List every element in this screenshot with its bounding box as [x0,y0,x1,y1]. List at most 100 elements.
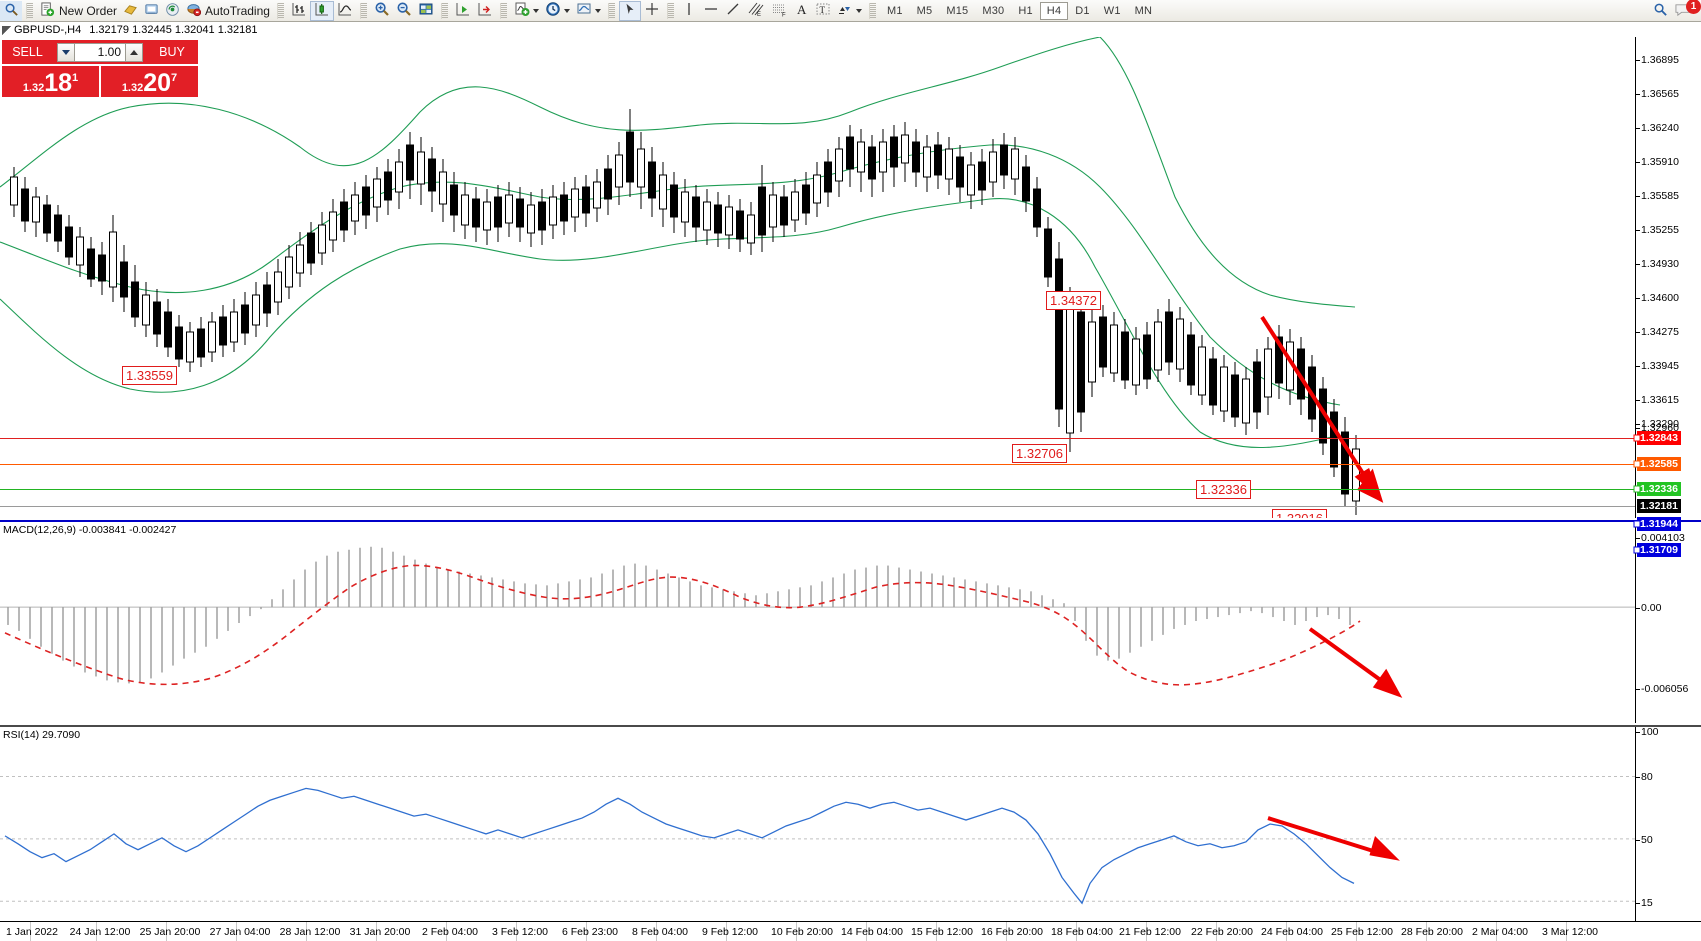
auto-scroll-button[interactable] [474,1,496,21]
zoom-in-icon [374,1,390,20]
date-tick: 1 Jan 2022 [6,926,58,938]
annotation-1-32336[interactable]: 1.32336 [1196,480,1251,499]
arrows-tool-button[interactable] [834,1,865,21]
data-window-button[interactable] [415,1,437,21]
level-handle-resistance[interactable] [1633,434,1641,442]
add-indicator-button[interactable] [511,1,542,21]
timeframe-mn[interactable]: MN [1134,4,1153,17]
date-tick: 16 Feb 20:00 [981,926,1043,938]
text-label-icon: T [815,1,831,20]
add-indicator-icon [514,1,530,20]
rsi-axis[interactable]: 100 80 50 15 [1635,726,1701,921]
autotrading-button[interactable]: AutoTrading [183,1,273,21]
chart-shift-button[interactable] [452,1,474,21]
annotation-1-33559[interactable]: 1.33559 [122,366,177,385]
volume-decrease-button[interactable] [57,42,75,62]
equidistant-channel-tool-button[interactable]: E [744,1,768,21]
timeframe-w1[interactable]: W1 [1103,4,1121,17]
notifications-button[interactable]: 1 [1671,0,1701,21]
metaeditor-button[interactable] [120,1,141,21]
text-icon: A [795,1,809,20]
price-pill-stop[interactable]: 1.32585 [1637,457,1681,471]
timeframe-m5[interactable]: M5 [916,4,933,17]
timeframe-d1[interactable]: D1 [1075,4,1090,17]
toolbar-separator-4 [440,2,448,19]
fibonacci-tool-button[interactable]: F [768,1,792,21]
cursor-tool-button[interactable] [618,0,641,21]
price-plot-area[interactable]: 1.33559 1.34372 1.32706 1.32336 1.32016 [0,37,1635,518]
text-tool-button[interactable]: A [792,1,812,21]
date-tick: 9 Feb 12:00 [701,926,759,938]
svg-text:A: A [797,2,807,17]
date-tick: 18 Feb 04:00 [1051,926,1113,938]
chart-symbol-icon [2,25,11,35]
sell-button[interactable]: SELL [2,40,54,64]
zoom-in-button[interactable] [371,1,393,21]
price-pill-support-2[interactable]: 1.31709 [1637,543,1681,557]
vertical-line-tool-button[interactable] [678,1,700,21]
rsi-pane: RSI(14) 29.7090 100 80 50 15 [0,725,1701,921]
candlestick-chart-button[interactable] [309,0,334,21]
price-pill-target[interactable]: 1.32336 [1637,482,1681,496]
zoom-out-button[interactable] [393,1,415,21]
date-tick: 24 Feb 04:00 [1261,926,1323,938]
horizontal-line-tool-button[interactable] [700,1,722,21]
buy-button[interactable]: BUY [146,40,198,64]
bar-chart-button[interactable] [288,1,310,21]
price-pill-support-1[interactable]: 1.31944 [1637,517,1681,531]
price-axis[interactable]: 1.36895 1.36565 1.36240 1.35910 1.35585 … [1635,37,1701,557]
period-dropdown-arrow[interactable] [563,8,570,13]
macd-plot-area[interactable] [0,522,1635,723]
search-tool-button[interactable] [0,0,22,21]
templates-dropdown-arrow[interactable] [594,8,601,13]
horizontal-line-icon [703,1,719,20]
label-tool-button[interactable]: T [812,1,834,21]
level-handle-support-2[interactable] [1633,546,1641,554]
new-order-button[interactable]: New Order [37,1,120,21]
date-axis[interactable]: 1 Jan 2022 24 Jan 12:00 25 Jan 20:00 27 … [0,921,1701,941]
templates-button[interactable] [573,1,604,21]
indicator-dropdown-arrow[interactable] [532,8,539,13]
clock-icon [545,1,561,20]
annotation-1-32706[interactable]: 1.32706 [1012,444,1067,463]
trendline-tool-button[interactable] [722,1,744,21]
price-pill-resistance[interactable]: 1.32843 [1637,431,1681,445]
sell-price-big: 18 [44,69,73,97]
autotrading-label: AutoTrading [205,3,270,18]
signals-button[interactable] [162,1,183,21]
period-button[interactable] [542,1,573,21]
price-tick: 1.35255 [1641,224,1679,236]
timeframe-m30[interactable]: M30 [982,4,1005,17]
level-handle-target[interactable] [1633,485,1641,493]
date-tick: 25 Feb 12:00 [1331,926,1393,938]
line-chart-button[interactable] [334,1,356,21]
terminal-button[interactable] [141,1,162,21]
timeframe-h1[interactable]: H1 [1018,4,1033,17]
sell-price-display[interactable]: 1.32 18 1 [2,64,99,97]
timeframe-m1[interactable]: M1 [886,4,903,17]
channel-icon: E [747,1,765,20]
search-button[interactable] [1650,1,1671,21]
buy-price-big: 20 [143,69,172,97]
cursor-icon [623,2,637,19]
new-order-label: New Order [59,3,118,18]
volume-increase-button[interactable] [125,42,143,62]
arrows-dropdown-arrow[interactable] [855,8,862,13]
price-tick: 1.35585 [1641,190,1679,202]
annotation-1-32016[interactable]: 1.32016 [1272,509,1327,518]
volume-input[interactable]: 1.00 [75,42,125,62]
level-handle-support-1[interactable] [1633,520,1641,528]
price-level-line-resistance [0,438,1635,439]
buy-price-display[interactable]: 1.32 20 7 [101,64,198,97]
rsi-plot-area[interactable] [0,727,1635,921]
timeframe-m15[interactable]: M15 [946,4,969,17]
crosshair-tool-button[interactable] [641,1,663,21]
chart-header: GBPUSD-,H4 1.32179 1.32445 1.32041 1.321… [0,23,1701,37]
date-tick: 28 Feb 20:00 [1401,926,1463,938]
level-handle-stop[interactable] [1633,460,1641,468]
rsi-tick-80: 80 [1641,771,1653,783]
annotation-1-34372[interactable]: 1.34372 [1046,291,1101,310]
rsi-label: RSI(14) 29.7090 [3,729,81,741]
date-tick: 8 Feb 04:00 [631,926,689,938]
timeframe-h4[interactable]: H4 [1039,1,1069,20]
